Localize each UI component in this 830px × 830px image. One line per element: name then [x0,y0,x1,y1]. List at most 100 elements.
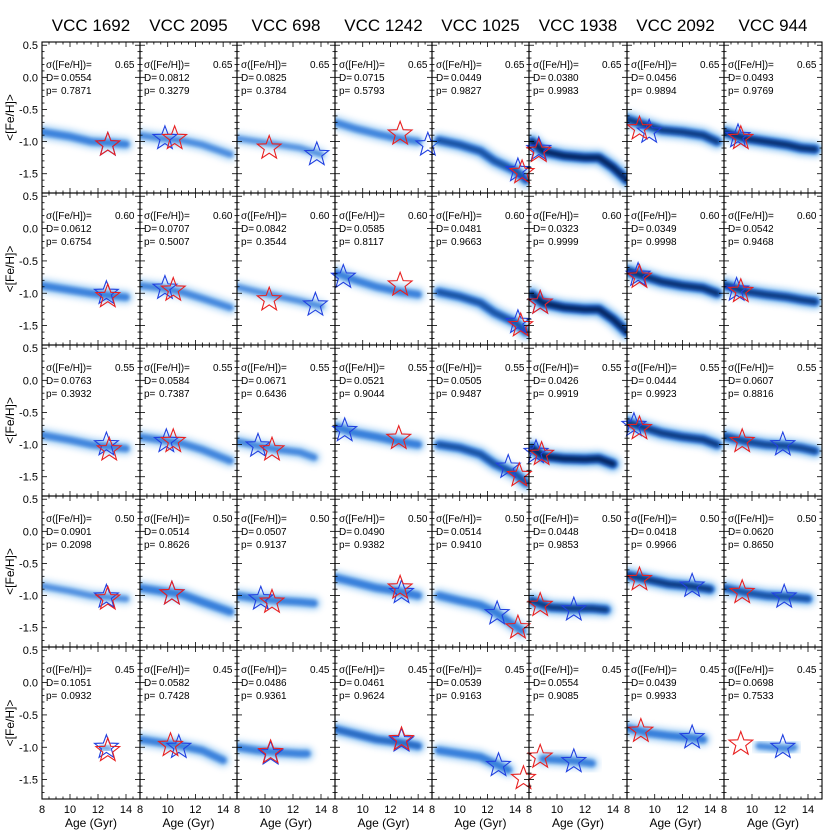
sigma-value: 0.45 [213,665,233,676]
d-value: 0.1051 [61,678,92,689]
red-star-marker [388,725,415,751]
density-band [140,735,227,764]
density-core [529,138,627,184]
sigma-label: σ([Fe/H])= [533,60,579,71]
p-label: p= [533,237,545,248]
density-core [627,572,713,592]
sigma-label: σ([Fe/H])= [436,60,482,71]
p-label: p= [339,389,351,400]
x-tick-label: 8 [137,804,143,816]
red-star-marker [94,282,122,308]
density-core [335,727,420,748]
d-value: 0.0439 [646,678,677,689]
y-tick-label: -1.0 [19,137,38,149]
d-label: D= [46,224,59,235]
x-tick-label: 8 [624,804,630,816]
p-value: 0.9085 [548,691,579,702]
p-label: p= [241,691,253,702]
density-band [335,573,422,600]
sigma-value: 0.65 [700,60,720,71]
column-title: VCC 944 [739,16,808,35]
sigma-value: 0.45 [505,665,525,676]
d-label: D= [46,376,59,387]
blue-star-marker [678,571,706,598]
sigma-label: σ([Fe/H])= [339,665,385,676]
x-tick-label: 8 [234,804,240,816]
sigma-value: 0.65 [115,60,135,71]
x-tick-label: 14 [509,804,521,816]
d-label: D= [144,73,157,84]
d-label: D= [631,678,644,689]
y-tick-label: 0.5 [23,40,38,52]
p-value: 0.9163 [451,691,482,702]
d-value: 0.0763 [61,376,92,387]
red-star-marker [386,119,414,146]
p-label: p= [533,691,545,702]
p-label: p= [144,237,156,248]
p-value: 0.9923 [646,389,677,400]
sigma-value: 0.65 [213,60,233,71]
sigma-label: σ([Fe/H])= [46,665,92,676]
d-label: D= [241,224,254,235]
red-star-marker [526,288,554,315]
x-tick-label: 12 [676,804,688,816]
x-axis-label: Age (Gyr) [260,816,312,830]
p-value: 0.3279 [159,86,190,97]
y-tick-label: -1.5 [19,321,38,333]
blue-star-marker [244,431,272,458]
p-label: p= [339,237,351,248]
p-value: 0.6754 [61,237,92,248]
p-label: p= [144,86,156,97]
sigma-value: 0.50 [408,514,428,525]
red-star-marker [386,270,414,297]
p-value: 0.9919 [548,389,579,400]
density-band [627,724,708,744]
x-tick-label: 12 [287,804,299,816]
p-value: 0.9382 [354,540,385,551]
p-label: p= [533,540,545,551]
d-value: 0.0514 [451,527,482,538]
sigma-label: σ([Fe/H])= [533,514,579,525]
blue-star-marker [303,140,331,166]
red-star-marker [94,736,122,762]
d-label: D= [631,224,644,235]
x-tick-label: 10 [551,804,563,816]
sigma-label: σ([Fe/H])= [728,514,774,525]
d-label: D= [241,527,254,538]
y-tick-label: -1.0 [19,288,38,300]
p-label: p= [631,237,643,248]
d-value: 0.0554 [548,678,579,689]
d-value: 0.0842 [256,224,287,235]
x-tick-label: 14 [704,804,716,816]
d-value: 0.0456 [646,73,677,84]
d-value: 0.0539 [451,678,482,689]
y-tick-label: -0.5 [19,558,38,570]
sigma-label: σ([Fe/H])= [241,514,287,525]
d-label: D= [241,376,254,387]
density-core [627,419,720,448]
p-label: p= [241,540,253,551]
p-value: 0.9468 [743,237,774,248]
sigma-value: 0.45 [602,665,622,676]
x-tick-label: 10 [259,804,271,816]
blue-star-marker [723,275,751,302]
sigma-label: σ([Fe/H])= [241,60,287,71]
blue-star-marker [329,262,357,289]
blue-star-marker [504,308,532,334]
blue-star-marker [388,726,415,753]
red-star-marker [505,461,533,487]
density-core [529,291,627,336]
red-star-marker [94,584,122,611]
d-label: D= [631,376,644,387]
blue-star-marker [485,751,512,777]
